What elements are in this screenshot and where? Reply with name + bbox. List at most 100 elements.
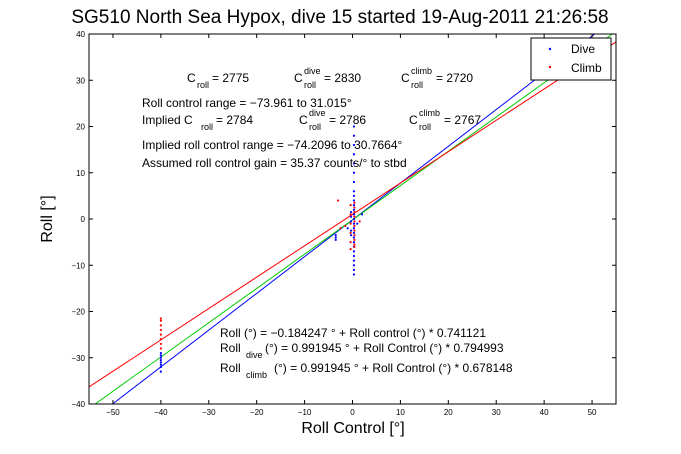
point-dive-32 (159, 354, 162, 357)
x-tick-label: −50 (106, 408, 120, 417)
point-climb-1 (353, 224, 356, 228)
point-dive-4 (352, 236, 356, 239)
point-dive-36 (159, 363, 162, 366)
point-climb-10 (353, 201, 356, 204)
y-tick-label: −40 (71, 400, 85, 409)
point-dive-19 (352, 180, 356, 184)
point-dive-3 (352, 231, 356, 234)
implied-sub: roll (201, 122, 213, 132)
point-dive-8 (352, 254, 356, 258)
eq2-roll: Roll (220, 341, 241, 355)
data-points (159, 125, 364, 373)
point-climb-9 (353, 206, 356, 209)
point-climb-5 (353, 243, 356, 246)
point-dive-18 (352, 190, 356, 193)
point-climb-19 (159, 324, 162, 327)
point-climb-7 (353, 215, 356, 218)
point-climb-2 (353, 229, 356, 232)
point-dive-16 (352, 199, 356, 202)
point-climb-22 (159, 338, 162, 341)
fit-line-2 (88, 41, 617, 388)
point-dive-7 (352, 250, 356, 253)
implied-label: Implied C (142, 113, 193, 127)
legend-marker-climb (548, 65, 552, 69)
x-tick-label: 40 (540, 408, 549, 417)
eq3-roll: Roll (220, 361, 241, 375)
implied-value: = 2784 (216, 113, 253, 127)
y-tick-label: −30 (71, 354, 85, 363)
implied-dive-sub: roll (309, 122, 321, 132)
point-dive-9 (352, 259, 356, 262)
point-climb-25 (337, 199, 340, 202)
legend-label-climb: Climb (571, 61, 602, 75)
point-dive-1 (352, 222, 356, 225)
point-climb-14 (349, 247, 352, 251)
point-dive-35 (159, 361, 162, 364)
point-climb-8 (353, 210, 356, 214)
point-climb-4 (353, 238, 356, 241)
chart-title: SG510 North Sea Hypox, dive 15 started 1… (71, 7, 608, 28)
x-tick-label: −30 (202, 408, 216, 417)
point-climb-28 (344, 224, 347, 228)
point-dive-11 (352, 268, 356, 271)
point-climb-3 (353, 234, 356, 237)
y-axis-ticks: −40 −30 −20 −10 0 10 20 30 40 (71, 30, 616, 409)
c-roll-sub: roll (197, 80, 209, 90)
point-dive-39 (334, 236, 337, 239)
x-tick-label: 20 (444, 408, 453, 417)
point-climb-26 (339, 227, 342, 230)
implied-climb-sup: climb (419, 108, 440, 118)
implied-climb-value: = 2767 (444, 113, 481, 127)
point-climb-15 (349, 213, 352, 216)
annotation-eq1: Roll (°) = −0.184247 ° + Roll control (°… (220, 326, 486, 340)
point-climb-6 (353, 245, 356, 248)
c-dive-letter: C (294, 71, 303, 85)
legend-box (530, 37, 612, 81)
x-axis-label: Roll Control [°] (301, 420, 404, 437)
point-dive-21 (352, 162, 356, 165)
annotation-c-roll: C roll = 2775 C dive roll = 2830 C climb… (187, 66, 473, 90)
point-climb-17 (159, 317, 162, 320)
point-dive-27 (349, 229, 353, 232)
annotation-eq3: Roll climb (°) = 0.991945 ° + Roll Contr… (220, 361, 513, 380)
point-dive-31 (159, 352, 162, 355)
point-dive-40 (334, 234, 337, 237)
point-dive-24 (352, 134, 356, 137)
y-tick-label: −10 (71, 261, 85, 270)
point-climb-27 (358, 220, 361, 223)
annotation-implied-range: Implied roll control range = −74.2096 to… (142, 138, 403, 152)
point-dive-25 (352, 125, 356, 128)
eq2-rest: (°) = 0.991945 ° + Roll Control (°) * 0.… (265, 341, 504, 355)
point-dive-30 (349, 210, 353, 214)
legend-marker-dive (548, 47, 552, 51)
x-tick-label: 30 (492, 408, 501, 417)
x-tick-label: −20 (250, 408, 264, 417)
point-dive-22 (352, 153, 356, 156)
eq2-sub: dive (246, 350, 263, 360)
point-dive-20 (352, 171, 356, 174)
legend-label-dive: Dive (571, 42, 595, 56)
point-dive-13 (352, 213, 356, 216)
point-dive-38 (159, 370, 162, 373)
annotation-range: Roll control range = −73.961 to 31.015° (142, 96, 352, 110)
point-dive-33 (159, 356, 162, 359)
point-climb-13 (349, 241, 352, 244)
c-climb-sup: climb (411, 66, 432, 76)
annotation-gain: Assumed roll control gain = 35.37 counts… (142, 156, 407, 170)
point-climb-18 (159, 319, 162, 322)
point-dive-5 (352, 241, 356, 244)
y-tick-label: 20 (76, 123, 85, 132)
point-dive-34 (159, 358, 162, 362)
annotation-implied: Implied C roll = 2784 C dive roll = 2786… (142, 108, 481, 132)
x-axis-ticks: −50 −40 −30 −20 −10 0 10 20 30 40 50 (106, 34, 597, 417)
point-climb-21 (159, 333, 162, 336)
point-dive-44 (360, 213, 364, 216)
x-tick-label: −40 (154, 408, 168, 417)
point-dive-26 (349, 220, 353, 223)
point-climb-20 (159, 328, 162, 332)
implied-climb-sub: roll (419, 122, 431, 132)
point-climb-16 (349, 204, 352, 207)
point-climb-24 (159, 347, 162, 350)
implied-climb-letter: C (409, 113, 418, 127)
c-climb-letter: C (401, 71, 410, 85)
